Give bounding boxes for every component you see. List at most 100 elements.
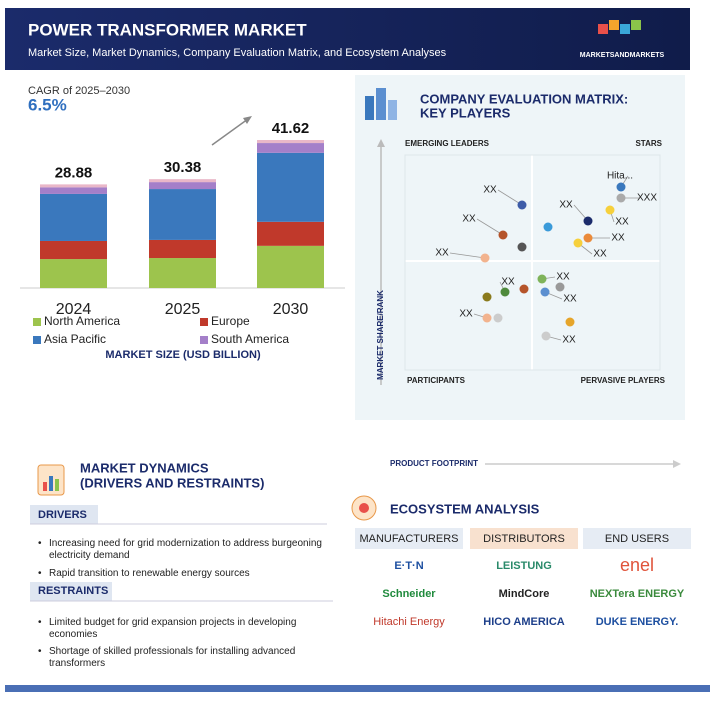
y-arrowhead xyxy=(377,139,385,147)
logo: DUKE ENERGY. xyxy=(596,616,679,628)
player-dot xyxy=(616,193,626,203)
player-label: XX xyxy=(611,233,625,244)
cagr-value: 6.5% xyxy=(28,95,67,114)
quadrant-label: PARTICIPANTS xyxy=(407,376,466,385)
restraints-label: RESTRAINTS xyxy=(38,585,108,597)
matrix-frame xyxy=(404,154,661,371)
logo: MindCore xyxy=(499,588,550,600)
player-dot xyxy=(517,200,527,210)
bar-segment xyxy=(257,221,324,246)
dynamics-title: MARKET DYNAMICS xyxy=(80,460,209,475)
bar-cap xyxy=(40,184,107,188)
player-dot xyxy=(605,205,615,215)
legend-swatch xyxy=(33,336,41,344)
driver-item: Increasing need for grid modernization t… xyxy=(38,538,339,562)
player-label: XX xyxy=(483,185,497,196)
player-dot xyxy=(482,313,492,323)
ecosystem-columns: MANUFACTURERS E·T·N Schneider Hitachi Energ… xyxy=(355,528,691,628)
x-arrowhead xyxy=(673,460,681,468)
brand-icon xyxy=(598,20,641,34)
restraints-tab xyxy=(30,582,112,601)
drivers-label: DRIVERS xyxy=(38,509,87,521)
bar-segment xyxy=(257,152,324,222)
player-dot xyxy=(480,253,490,263)
player-label: XX xyxy=(563,294,577,305)
player-label: XX xyxy=(562,335,576,346)
bars: 28.88 2024 30.38 2025 41.62 2030 North America… xyxy=(33,120,324,346)
bar-segment xyxy=(40,193,107,241)
legend-swatch xyxy=(33,318,41,326)
total-label: 41.62 xyxy=(272,120,310,137)
matrix-icon xyxy=(365,88,397,120)
logo: enel xyxy=(620,555,654,575)
logo: NEXTera ENERGY xyxy=(590,588,685,600)
restraint-item: Limited budget for grid expansion projec… xyxy=(38,617,339,641)
subtitle: Market Size, Market Dynamics, Company Ev… xyxy=(28,47,447,59)
legend-label: Europe xyxy=(211,314,250,328)
player-label: XX xyxy=(435,248,449,259)
footer-bar xyxy=(5,685,710,692)
player-label: XX xyxy=(501,277,515,288)
logo: E·T·N xyxy=(394,560,423,572)
bar-segment xyxy=(257,143,324,153)
matrix-title: KEY PLAYERS xyxy=(420,105,511,120)
logo: Hitachi Energy xyxy=(373,616,445,628)
player-label: XXX xyxy=(637,193,657,204)
quadrant-label: STARS xyxy=(635,139,662,148)
logo: HICO AMERICA xyxy=(483,616,565,628)
growth-arrowhead xyxy=(243,116,252,124)
player-dot xyxy=(555,282,565,292)
player-dot xyxy=(537,274,547,284)
player-dot xyxy=(583,216,593,226)
leader-line xyxy=(449,252,486,259)
logo: Schneider xyxy=(382,588,436,600)
player-dot xyxy=(498,230,508,240)
quadrant-label: EMERGING LEADERS xyxy=(405,139,490,148)
player-dot xyxy=(583,233,593,243)
bar-segment xyxy=(149,189,216,240)
bar-segment xyxy=(257,245,324,288)
player-dot xyxy=(565,317,575,327)
player-dot xyxy=(616,182,626,192)
quadrant-label: PERVASIVE PLAYERS xyxy=(581,376,666,385)
x-tick-label: 2030 xyxy=(273,301,309,318)
leader-line xyxy=(476,218,504,236)
cagr-label: CAGR of 2025–2030 xyxy=(28,85,130,97)
ecosystem-tab xyxy=(470,528,578,549)
ecosystem-tab xyxy=(583,528,691,549)
player-dot xyxy=(517,242,527,252)
player-dot xyxy=(500,287,510,297)
drivers-tab xyxy=(30,505,98,524)
player-dot xyxy=(482,292,492,302)
matrix-title: COMPANY EVALUATION MATRIX: xyxy=(420,91,628,106)
player-dot xyxy=(519,284,529,294)
player-dot xyxy=(493,313,503,323)
y-axis-label: MARKET SHARE/RANK xyxy=(376,290,385,380)
legend-label: South America xyxy=(211,332,289,346)
bar-segment xyxy=(149,182,216,190)
ecosystem-column: END USERS xyxy=(605,533,669,545)
brand: MARKETSANDMARKETS xyxy=(580,52,665,59)
leader-line xyxy=(497,189,523,206)
ecosystem-icon xyxy=(351,495,377,521)
x-tick-label: 2025 xyxy=(165,301,201,318)
total-label: 28.88 xyxy=(55,164,93,181)
driver-item: Rapid transition to renewable energy sou… xyxy=(38,568,339,580)
bar-segment xyxy=(40,187,107,194)
ecosystem-tab xyxy=(355,528,463,549)
total-label: 30.38 xyxy=(164,159,202,176)
header-band xyxy=(5,8,690,70)
ecosystem-title: ECOSYSTEM ANALYSIS xyxy=(390,501,540,516)
player-dot xyxy=(543,222,553,232)
bar-cap xyxy=(149,179,216,183)
legend-swatch xyxy=(200,336,208,344)
player-label: XX xyxy=(462,214,476,225)
player-label: Hita... xyxy=(607,171,633,182)
dynamics-icon xyxy=(37,464,65,496)
bar-segment xyxy=(149,258,216,288)
player-label: XX xyxy=(615,217,629,228)
player-dot xyxy=(540,287,550,297)
bar-cap xyxy=(257,140,324,143)
